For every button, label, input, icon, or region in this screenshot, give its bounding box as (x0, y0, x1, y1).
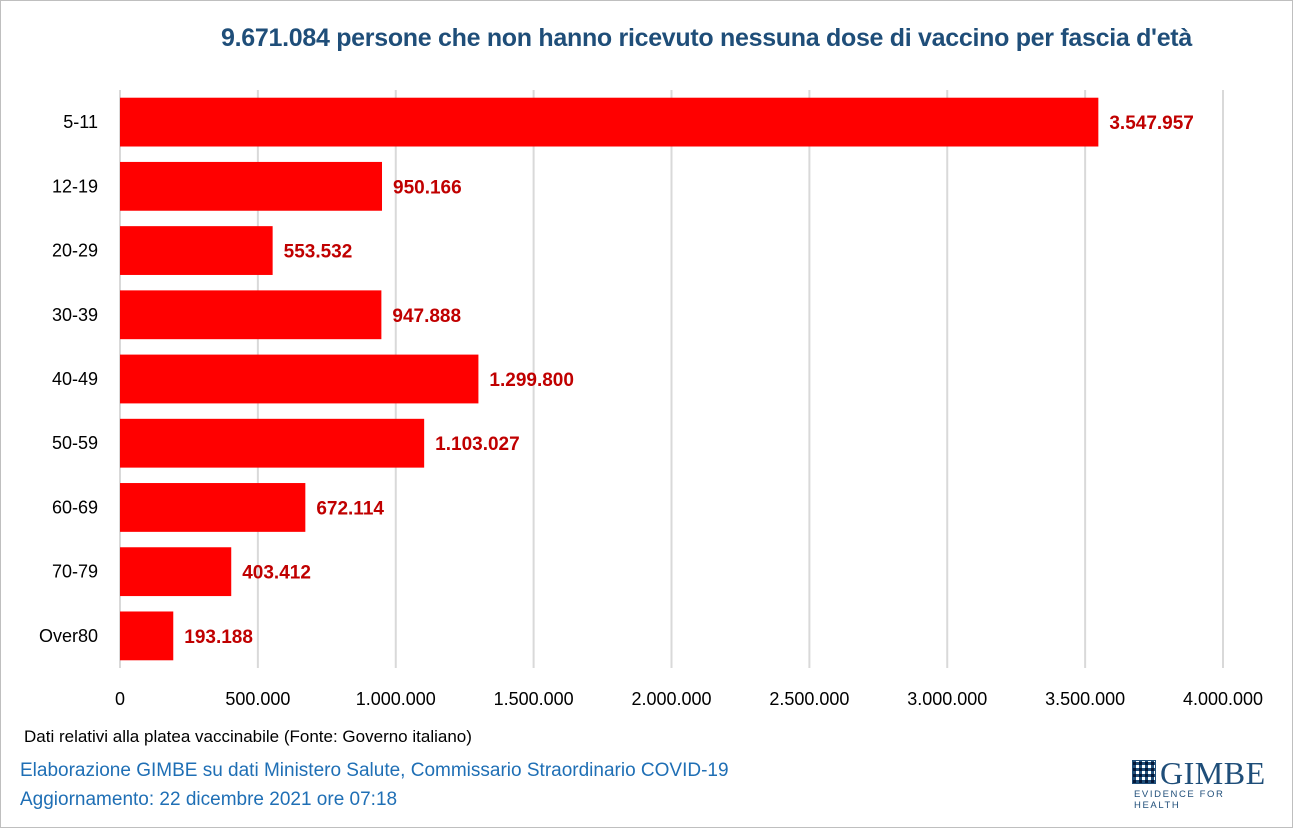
update-line: Aggiornamento: 22 dicembre 2021 ore 07:1… (20, 789, 398, 810)
x-tick-label: 1.500.000 (494, 689, 574, 709)
data-label: 553.532 (284, 242, 353, 263)
category-label: 30-39 (52, 305, 98, 325)
x-tick-label: 3.500.000 (1045, 689, 1125, 709)
x-tick-label: 1.000.000 (356, 689, 436, 709)
category-label: 50-59 (52, 433, 98, 453)
bar (120, 161, 383, 211)
bar (120, 226, 273, 275)
category-label: 20-29 (52, 241, 98, 261)
bar (120, 547, 232, 597)
credit-line: Elaborazione GIMBE su dati Ministero Sal… (20, 760, 729, 781)
bar (120, 290, 382, 340)
category-label: 12-19 (52, 176, 98, 196)
x-tick-label: 2.000.000 (631, 689, 711, 709)
data-label: 947.888 (392, 306, 461, 327)
x-tick-label: 3.000.000 (907, 689, 987, 709)
data-label: 950.166 (393, 177, 462, 198)
x-tick-label: 500.000 (225, 689, 290, 709)
data-labels: 3.547.957 950.166 553.532 947.888 1.299.800 1… (184, 113, 1194, 648)
category-label: Over80 (39, 626, 98, 646)
bar (120, 97, 1099, 147)
data-label: 1.103.027 (435, 434, 520, 455)
data-label: 3.547.957 (1109, 113, 1194, 134)
x-tick-label: 0 (115, 689, 125, 709)
logo-tagline: EVIDENCE FOR HEALTH (1134, 789, 1225, 811)
source-note: Dati relativi alla platea vaccinabile (F… (24, 727, 472, 746)
chart-title: 9.671.084 persone che non hanno ricevuto… (221, 24, 1192, 52)
x-tick-label: 4.000.000 (1183, 689, 1263, 709)
data-label: 672.114 (316, 498, 384, 519)
category-label: 40-49 (52, 369, 98, 389)
bar (120, 354, 479, 404)
data-label: 403.412 (242, 563, 311, 584)
y-axis-labels: 5-11 12-19 20-29 30-39 40-49 50-59 60-69 70-79 O… (39, 112, 98, 646)
category-label: 70-79 (52, 562, 98, 582)
logo-wordmark: GIMBE (1160, 755, 1266, 791)
bar (120, 611, 174, 661)
x-axis-labels: 0 500.000 1.000.000 1.500.000 2.000.000 2.500… (115, 689, 1263, 709)
grid-logo-icon (1132, 760, 1156, 784)
gimbe-logo: GIMBE EVIDENCE FOR HEALTH (1132, 755, 1267, 811)
bar (120, 418, 425, 468)
data-label: 193.188 (184, 627, 253, 648)
category-label: 60-69 (52, 497, 98, 517)
x-tick-label: 2.500.000 (769, 689, 849, 709)
bars (120, 97, 1099, 661)
data-label: 1.299.800 (489, 370, 574, 391)
category-label: 5-11 (63, 112, 98, 132)
bar (120, 483, 306, 532)
